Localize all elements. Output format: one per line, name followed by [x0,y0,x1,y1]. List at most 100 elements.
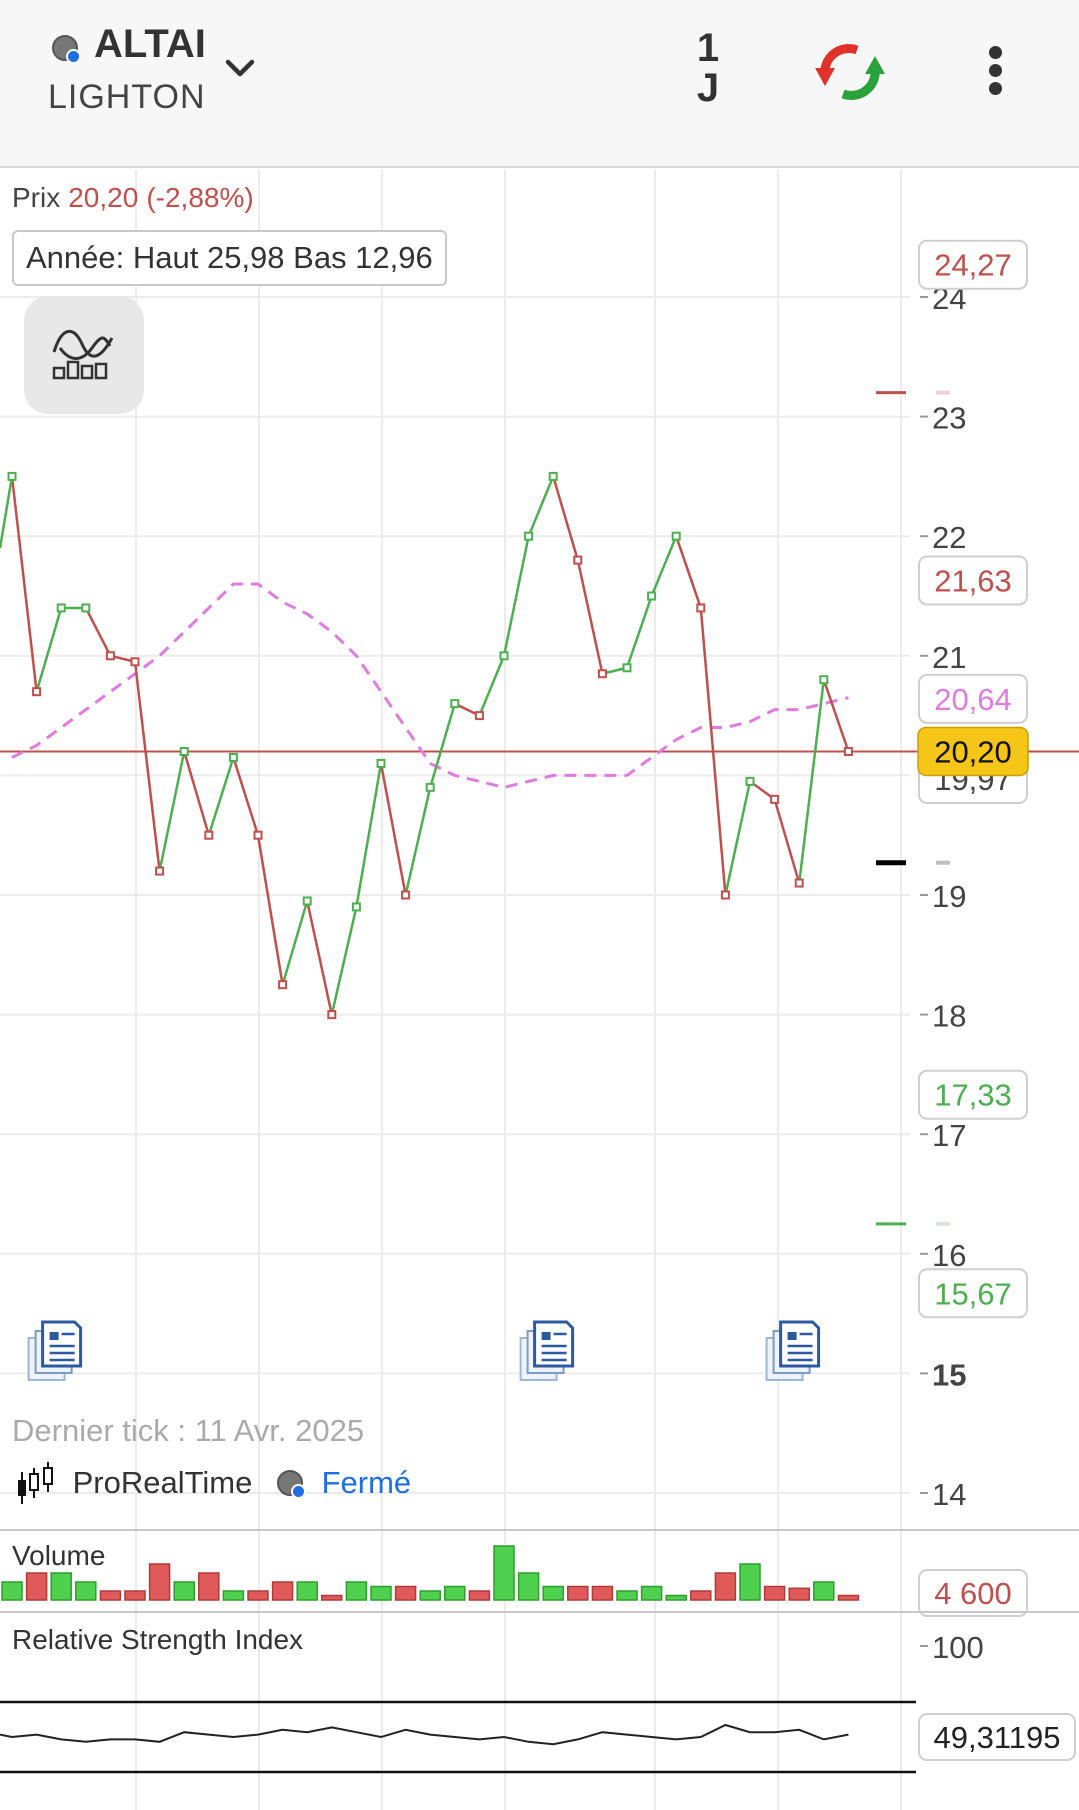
price-chart[interactable]: 2423222119181716151424,2721,6320,6419,97… [0,170,1079,1810]
volume-title: Volume [12,1540,106,1571]
price-point [573,555,583,565]
price-segment [724,781,752,896]
price-segment [625,595,653,669]
axis-tick-label: 21 [932,640,966,675]
volume-bar [394,1585,417,1601]
price-point [155,866,165,876]
current-price-badge: 20,20 [917,726,1029,777]
price-level-label: 15,67 [918,1268,1028,1319]
more-options-icon[interactable] [985,46,1005,98]
price-point [7,471,17,481]
volume-bar [640,1585,663,1601]
axis-tick-label: 22 [932,520,966,555]
price-segment [797,679,826,884]
price-segment [478,655,506,717]
price-point [302,896,312,906]
price-point [130,657,140,667]
price-segment [379,763,407,896]
top-bar: ALTAI LIGHTON 1 J [0,0,1079,168]
rsi-axis-label: 100 [932,1630,984,1665]
price-segment [404,787,432,896]
price-point [474,711,484,721]
volume-bar [296,1581,318,1601]
volume-bar [124,1590,146,1601]
doc-badge [49,1332,59,1340]
volume-bar [665,1594,687,1601]
volume-bar [763,1585,786,1601]
volume-bar [444,1585,466,1601]
ticker-symbol[interactable]: ALTAI [94,22,206,66]
candlestick-logo-icon [18,1462,53,1504]
price-segment [133,661,161,872]
last-tick-label: Dernier tick : 11 Avr. 2025 [12,1413,365,1448]
chevron-down-icon[interactable] [222,50,258,86]
price-point [253,830,263,840]
label-text: 24,27 [934,248,1012,283]
refresh-icon[interactable] [815,38,887,106]
volume-bar [567,1585,589,1601]
provider-bar: ProRealTime Fermé [16,1462,411,1506]
label-bg [918,239,1028,290]
price-point [770,794,780,804]
volume-bar [271,1581,294,1601]
price-segment [552,476,579,561]
price-segment [822,679,850,752]
price-point [401,890,411,900]
news-document-icon[interactable] [519,1320,575,1381]
volume-bar [99,1590,122,1601]
price-point [843,746,853,756]
volume-bar [1,1581,23,1601]
price-point [524,531,534,541]
instrument-name[interactable]: LIGHTON [48,78,206,116]
price-segment [527,475,555,537]
price-point [696,603,706,613]
price-point [622,663,632,673]
doc-badge [787,1332,797,1340]
volume-last-value: 4 600 [934,1576,1012,1611]
news-document-icon[interactable] [765,1320,821,1381]
price-point [671,531,681,541]
price-segment [256,834,284,985]
label-bg [918,1069,1028,1120]
indicators-button[interactable] [24,296,144,414]
price-segment [0,476,14,549]
price-point [179,746,189,756]
axis-tick-label: 15 [932,1357,966,1392]
price-segment [183,751,210,836]
rsi-last-value: 49,31195 [934,1720,1061,1755]
label-text: 17,33 [934,1078,1012,1113]
label-bg [918,673,1028,724]
price-segment [330,906,358,1015]
period-selector[interactable]: 1 J [690,28,726,108]
volume-bar [321,1594,343,1601]
volume-bar [198,1572,220,1601]
rsi-label-bg [918,1713,1076,1761]
price-point [720,890,730,900]
axis-tick-label: 14 [932,1477,966,1512]
volume-bar [714,1572,737,1601]
volume-bar [591,1585,614,1601]
price-point [794,878,804,888]
volume-bar [222,1590,245,1601]
market-closed-icon [276,1470,306,1499]
price-segment [429,703,456,788]
price-point [499,651,509,661]
volume-bar [739,1563,761,1601]
news-document-icon[interactable] [27,1320,83,1381]
volume-bar [493,1545,515,1601]
volume-bar [690,1590,712,1601]
volume-bar [75,1581,97,1601]
volume-bar [173,1581,195,1601]
price-segment [773,798,801,884]
price-segment [207,757,235,836]
price-change: (-2,88%) [146,182,254,213]
volume-bar [788,1587,810,1601]
volume-bar [419,1590,441,1601]
badge-text: 20,20 [934,734,1012,769]
price-segment [355,763,383,908]
price-segment [281,900,309,986]
price-point [278,980,288,990]
price-point [425,782,435,792]
price-segment [576,559,604,675]
volume-bar [616,1590,638,1601]
